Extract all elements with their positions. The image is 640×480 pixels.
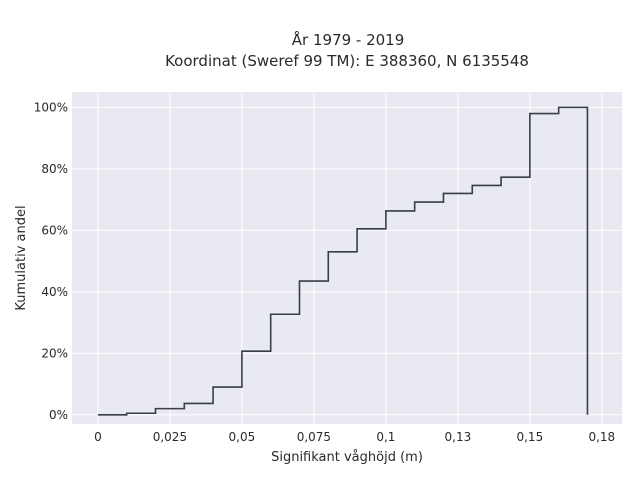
y-tick-label: 0% [49, 408, 68, 422]
x-tick-labels: 0 0,025 0,05 0,075 0,1 0,13 0,15 0,18 [94, 430, 615, 444]
y-tick-label: 40% [41, 285, 68, 299]
y-tick-labels: 0% 20% 40% 60% 80% 100% [34, 100, 68, 421]
x-tick-label: 0,075 [297, 430, 331, 444]
plot-area [72, 92, 622, 424]
y-tick-label: 20% [41, 346, 68, 360]
y-axis-label: Kumulativ andel [14, 205, 29, 310]
x-tick-label: 0,15 [516, 430, 543, 444]
y-tick-label: 80% [41, 162, 68, 176]
x-tick-label: 0,025 [153, 430, 187, 444]
x-tick-label: 0 [94, 430, 102, 444]
x-tick-label: 0,05 [229, 430, 256, 444]
cumulative-step-line [97, 106, 589, 416]
y-tick-label: 100% [34, 100, 68, 114]
chart-title-line2: Koordinat (Sweref 99 TM): E 388360, N 61… [165, 52, 529, 70]
chart-title-line1: År 1979 - 2019 [292, 30, 405, 49]
x-tick-label: 0,13 [445, 430, 472, 444]
x-tick-label: 0,18 [588, 430, 615, 444]
x-tick-label: 0,1 [376, 430, 395, 444]
x-axis-label: Signifikant våghöjd (m) [271, 450, 423, 465]
y-tick-label: 60% [41, 223, 68, 237]
